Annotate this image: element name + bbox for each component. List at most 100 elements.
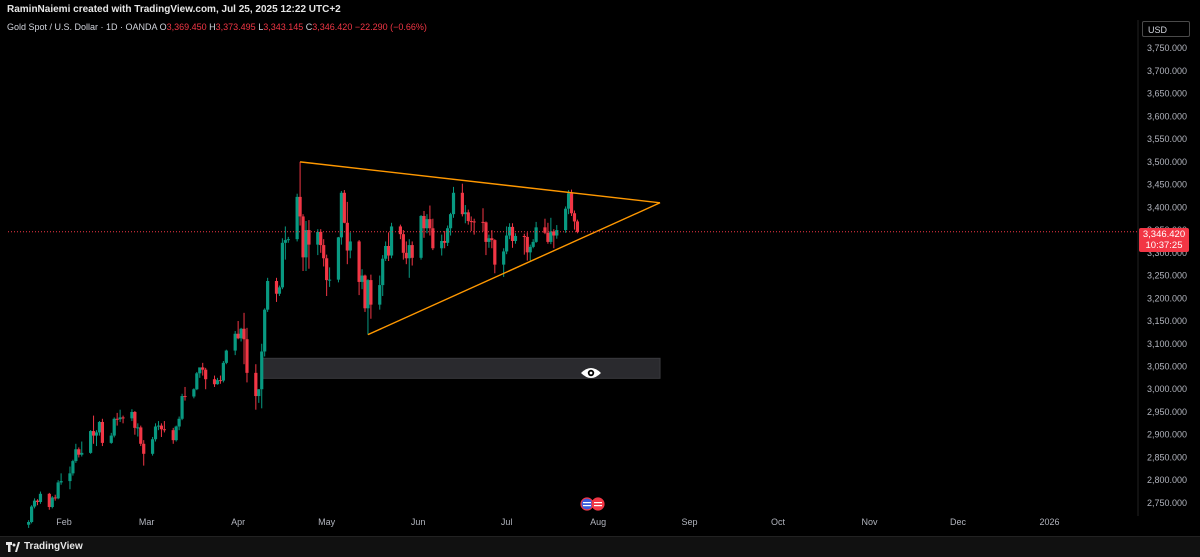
candle [446,225,450,246]
candle [277,285,282,297]
candle [150,436,155,456]
footer-bar: TradingView [0,536,1200,557]
candle [215,377,220,385]
candle [407,239,411,278]
candles [27,161,580,528]
candle [419,215,423,260]
candle [100,418,105,447]
candle [327,267,332,287]
candle [212,375,217,387]
candle [490,230,494,249]
x-tick-label: Jul [501,517,513,527]
candle [35,499,40,506]
candle [195,371,199,391]
candle [80,441,84,457]
candle [142,440,146,466]
candle [174,425,178,442]
candle [180,393,184,421]
candle [401,230,405,260]
currency-selector[interactable]: USD [1142,21,1190,37]
candle [53,494,57,501]
candle [109,432,113,444]
candle [348,232,352,259]
candle [130,409,134,422]
y-tick-label: 2,850.000 [1147,452,1187,462]
y-tick-label: 3,000.000 [1147,384,1187,394]
y-tick-label: 3,700.000 [1147,66,1187,76]
candle [522,233,526,255]
candle [307,220,311,269]
y-tick-label: 2,950.000 [1147,407,1187,417]
close-label: C [305,22,313,32]
us-flag-events-icon[interactable] [580,497,606,511]
high-value: 3,373.495 [215,22,256,32]
time-axis: Feb Mar Apr May Jun Jul Aug Sep Oct Nov Dec 2026 [56,517,1059,527]
candle [159,423,164,437]
y-tick-label: 3,050.000 [1147,361,1187,371]
symbol-name: Gold Spot / U.S. Dollar · 1D · OANDA [7,22,158,32]
candle [77,447,81,458]
eye-icon[interactable] [580,366,602,380]
candle [38,491,43,504]
triangle-upper-line[interactable] [300,161,661,204]
candle [472,218,476,235]
y-tick-label: 3,400.000 [1147,202,1187,212]
high-label: H [209,22,216,32]
candle [295,193,299,242]
candle [91,415,96,444]
candle [546,222,550,244]
x-tick-label: 2026 [1039,517,1059,527]
y-tick-label: 3,650.000 [1147,89,1187,99]
y-tick-label: 2,750.000 [1147,498,1187,508]
candle [94,430,99,447]
candle [280,238,284,290]
candle [469,216,473,231]
x-tick-label: Apr [231,517,245,527]
candle [30,505,34,524]
candle [484,221,488,256]
candle [266,277,270,312]
candle [260,343,264,409]
candle [460,183,464,217]
candle [112,417,116,438]
candle [47,492,51,510]
x-tick-label: Mar [139,517,155,527]
triangle-lower-line[interactable] [367,202,661,336]
candle [115,412,119,426]
candle [363,274,367,312]
x-tick-label: Feb [56,517,72,527]
candle [357,240,361,296]
x-tick-label: Nov [862,517,879,527]
candle [410,241,414,266]
candle [440,234,444,256]
candle [543,218,547,235]
candle [192,388,196,399]
candle [366,279,370,335]
candle [286,236,290,243]
candle [493,239,497,274]
candle [555,225,559,239]
x-tick-label: Jun [411,517,426,527]
candle [564,206,568,233]
candle [451,186,456,218]
candle [378,275,382,310]
candle [242,312,246,365]
candle [71,459,75,476]
top-bar: RaminNaiemi created with TradingView.com… [0,0,1200,20]
candle [513,233,518,244]
candle [198,367,202,378]
candle [431,218,435,251]
candle [304,220,308,271]
change-value: −22.290 (−0.66%) [354,22,427,32]
candle [387,232,391,261]
candle [89,430,93,454]
candle [316,229,320,256]
candle [133,411,137,435]
candle [274,277,279,302]
candle [177,416,181,431]
candle [156,421,161,431]
candle [50,496,54,509]
candle [121,415,125,424]
candle [384,241,388,261]
